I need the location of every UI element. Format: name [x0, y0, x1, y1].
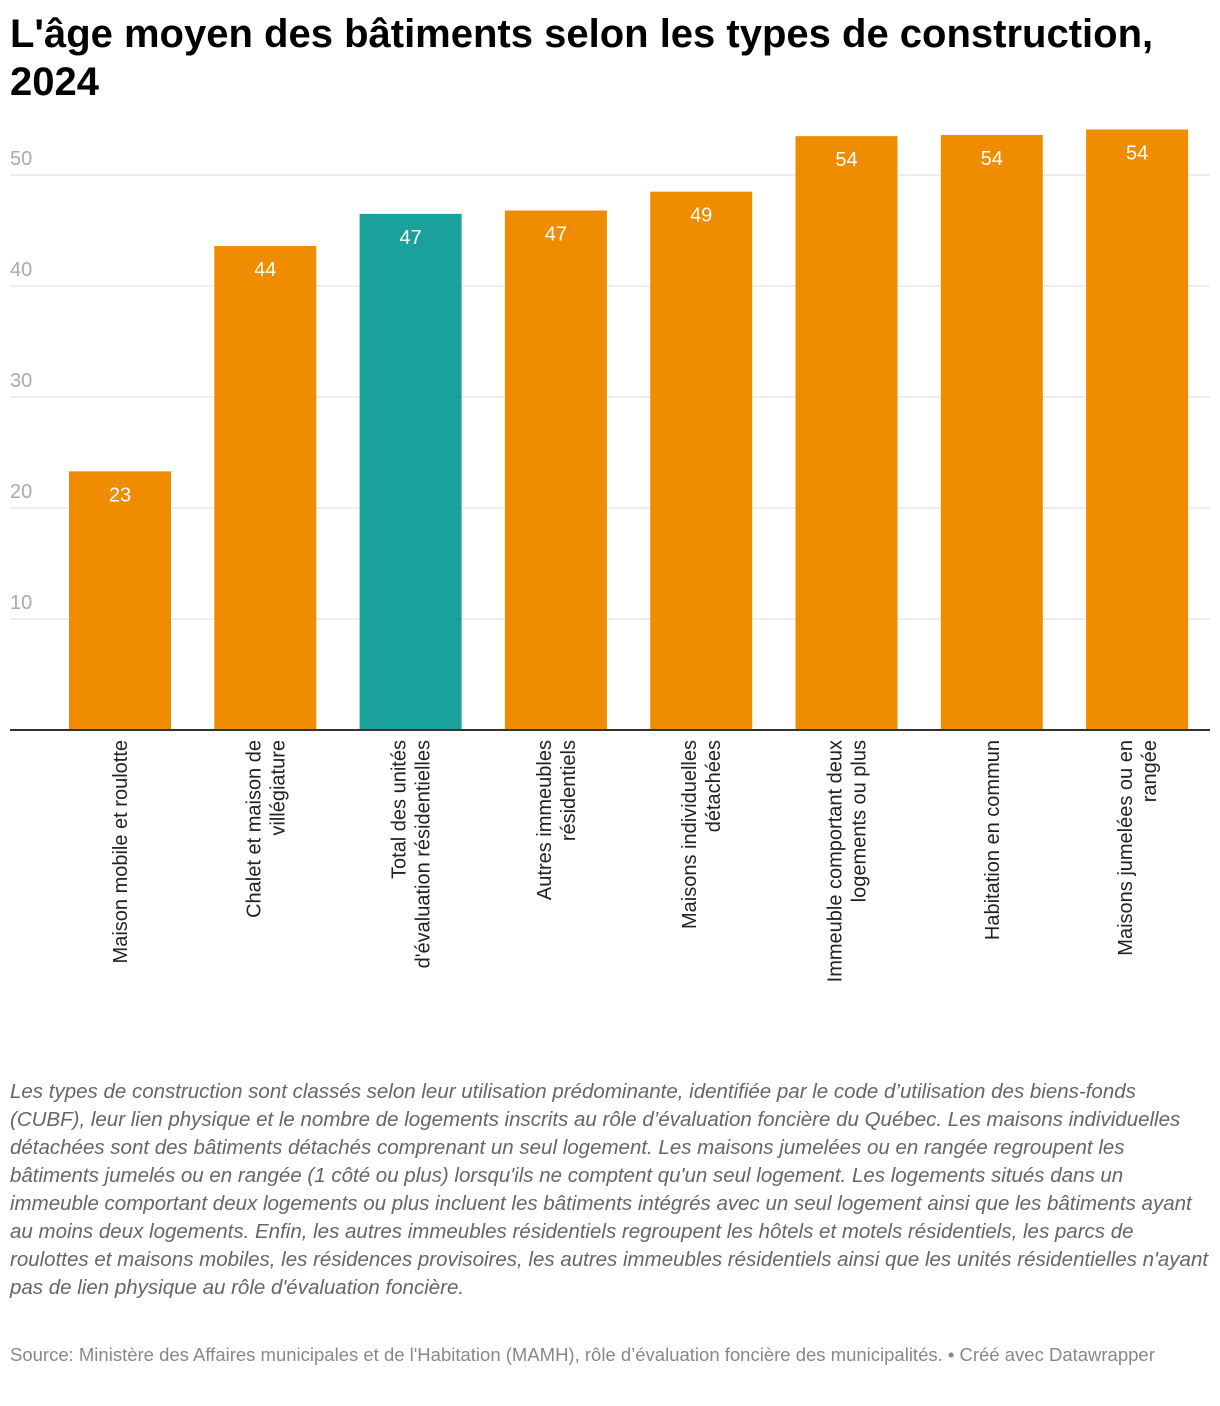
- chart: 10 20 30 40 50 23 Maison mobile et roulotte 44 C…: [10, 129, 1210, 982]
- value-label: 54: [835, 149, 857, 171]
- bar: [1086, 129, 1189, 731]
- x-tick-label: Immeuble comportant deux logements ou plu…: [825, 740, 871, 982]
- value-label: 47: [399, 227, 421, 249]
- x-tick-label: Habitation en commun: [982, 740, 1004, 940]
- value-label: 54: [1126, 142, 1148, 164]
- bar: [940, 135, 1043, 731]
- y-tick-label: 40: [10, 259, 32, 281]
- bar: [214, 246, 317, 731]
- value-label: 54: [981, 148, 1003, 170]
- value-label: 44: [254, 259, 276, 281]
- bar: [69, 471, 171, 730]
- value-label: 23: [109, 484, 131, 506]
- x-tick-label: Autres immeubles résidentiels: [534, 740, 580, 900]
- chart-title: L'âge moyen des bâtiments selon les type…: [10, 12, 1154, 104]
- bar: [650, 191, 753, 730]
- x-tick-label: Maisons jumelées ou en rangée: [1115, 740, 1161, 956]
- notes: Les types de construction sont classés s…: [10, 1080, 1209, 1299]
- bar: [504, 210, 607, 730]
- value-label: 49: [690, 205, 712, 227]
- y-tick-label: 10: [10, 592, 32, 614]
- x-tick-label: Total des unités d'évaluation résidentiel…: [389, 740, 435, 968]
- bar: [795, 136, 898, 730]
- x-tick-label: Maison mobile et roulotte: [110, 740, 132, 963]
- bar: [359, 213, 462, 731]
- x-tick-label: Maisons individuelles détachées: [679, 740, 725, 929]
- value-label: 47: [545, 224, 567, 246]
- y-tick-label: 50: [10, 148, 32, 170]
- y-tick-label: 30: [10, 370, 32, 392]
- x-tick-label: Chalet et maison de villégiature: [243, 740, 289, 918]
- y-tick-label: 20: [10, 481, 32, 503]
- source: Source: Ministère des Affaires municipal…: [10, 1344, 1155, 1365]
